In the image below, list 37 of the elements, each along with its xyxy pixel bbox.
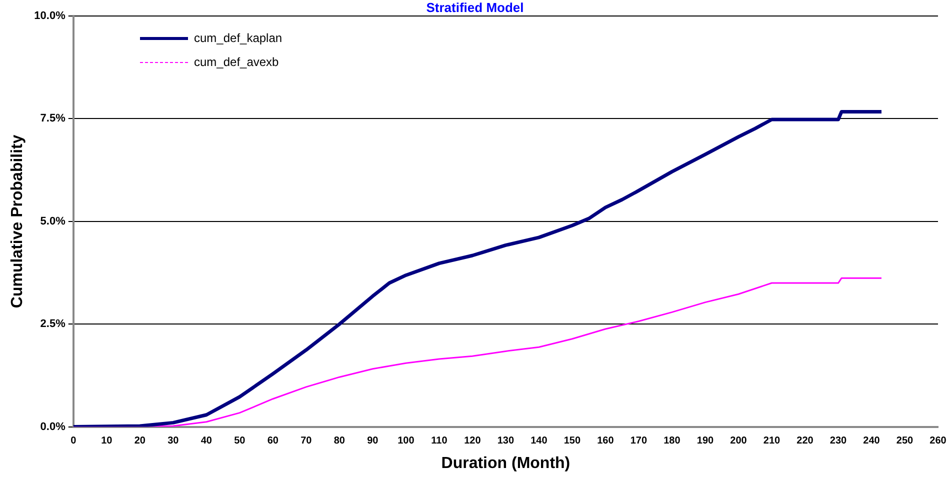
x-tick-label: 60 [267, 436, 279, 447]
x-tick-label: 110 [431, 436, 448, 447]
x-tick-label: 140 [530, 436, 548, 447]
x-tick-label: 0 [70, 436, 77, 447]
x-tick-label: 90 [367, 436, 379, 447]
x-tick-label: 150 [564, 436, 581, 447]
x-tick-label: 180 [664, 436, 681, 447]
x-tick-label: 260 [930, 436, 947, 447]
x-tick-label: 240 [863, 436, 880, 447]
x-tick-label: 50 [234, 436, 246, 447]
x-tick-label: 120 [464, 436, 482, 447]
y-tick-label: 0.0% [40, 420, 66, 433]
x-tick-label: 170 [630, 436, 648, 447]
x-tick-label: 250 [896, 436, 914, 447]
y-tick-label: 2.5% [40, 318, 66, 330]
x-tick-label: 100 [398, 436, 415, 447]
x-tick-label: 190 [696, 436, 714, 447]
x-tick-label: 130 [497, 436, 514, 447]
y-tick-label: 10.0% [34, 10, 66, 22]
x-tick-label: 20 [134, 436, 146, 447]
x-tick-label: 40 [200, 436, 212, 447]
x-axis-title: Duration (Month) [441, 454, 570, 472]
legend-label: cum_def_avexb [194, 55, 279, 69]
x-tick-label: 220 [796, 436, 814, 447]
x-tick-label: 70 [300, 436, 312, 447]
x-tick-label: 80 [334, 436, 346, 447]
y-axis-title: Cumulative Probability [9, 134, 26, 308]
legend-label: cum_def_kaplan [194, 31, 282, 45]
x-tick-label: 230 [830, 436, 848, 447]
x-tick-label: 10 [101, 436, 113, 447]
x-tick-label: 210 [763, 436, 781, 447]
y-tick-label: 7.5% [40, 112, 66, 125]
chart-title: Stratified Model [426, 0, 524, 15]
x-tick-label: 160 [597, 436, 614, 447]
y-tick-label: 5.0% [40, 215, 66, 228]
x-tick-label: 200 [730, 436, 748, 447]
x-tick-label: 30 [168, 436, 180, 447]
